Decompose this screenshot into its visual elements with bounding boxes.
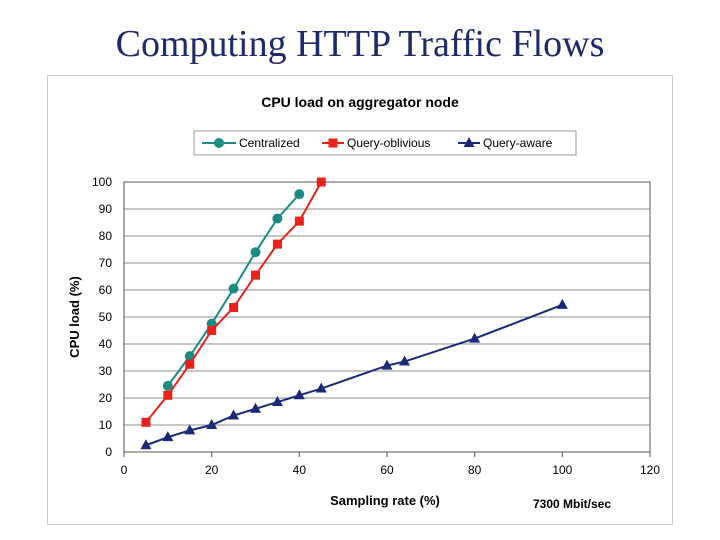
y-tick-label: 20 xyxy=(99,391,113,405)
data-point-centralized xyxy=(294,189,305,200)
data-point-query-aware xyxy=(399,355,411,366)
y-tick-label: 70 xyxy=(99,256,113,270)
chart: CPU load on aggregator node Centralized Q… xyxy=(67,94,660,511)
data-point-query-aware xyxy=(250,402,261,413)
bandwidth-annotation: 7300 Mbit/sec xyxy=(533,497,611,511)
x-tick-label: 20 xyxy=(205,463,219,477)
legend-box xyxy=(193,130,577,156)
data-point-query-oblivious xyxy=(185,359,195,369)
y-tick-label: 30 xyxy=(99,364,113,378)
y-tick-label: 10 xyxy=(99,418,113,432)
legend-label-query-oblivious: Query-oblivious xyxy=(347,136,430,150)
data-point-query-oblivious xyxy=(163,390,173,400)
chart-title: CPU load on aggregator node xyxy=(261,94,459,110)
y-tick-label: 90 xyxy=(99,202,113,216)
data-point-query-oblivious xyxy=(229,303,239,313)
legend-marker-centralized xyxy=(214,138,224,148)
data-point-centralized xyxy=(272,213,283,224)
x-tick-label: 80 xyxy=(468,463,482,477)
legend-label-query-aware: Query-aware xyxy=(483,136,553,150)
x-tick-label: 40 xyxy=(293,463,307,477)
data-point-query-oblivious xyxy=(294,216,304,226)
x-tick-label: 60 xyxy=(380,463,394,477)
y-tick-label: 50 xyxy=(99,310,113,324)
data-point-centralized xyxy=(228,283,239,294)
legend: Centralized Query-oblivious Query-aware xyxy=(193,130,577,156)
x-tick-label: 100 xyxy=(552,463,572,477)
data-point-query-aware xyxy=(556,298,568,309)
data-point-query-aware xyxy=(271,396,283,407)
legend-marker-query-aware xyxy=(463,137,475,147)
legend-label-centralized: Centralized xyxy=(239,136,300,150)
data-point-query-aware xyxy=(228,409,240,420)
data-point-query-aware xyxy=(315,382,327,393)
data-point-query-aware xyxy=(293,389,305,400)
x-tick-label: 0 xyxy=(121,463,128,477)
y-tick-label: 60 xyxy=(99,283,113,297)
y-tick-label: 0 xyxy=(105,445,112,459)
data-point-query-oblivious xyxy=(141,417,151,427)
data-point-query-aware xyxy=(469,332,481,343)
y-tick-label: 80 xyxy=(99,229,113,243)
plot-area-border xyxy=(123,181,651,453)
x-axis-label: Sampling rate (%) xyxy=(330,493,440,508)
data-point-centralized xyxy=(250,247,261,258)
data-point-query-aware xyxy=(140,439,152,450)
y-axis-label: CPU load (%) xyxy=(67,276,82,358)
data-point-query-oblivious xyxy=(207,326,217,335)
series-layer xyxy=(140,177,568,450)
y-tick-label: 40 xyxy=(99,337,113,351)
data-point-query-aware xyxy=(206,419,218,429)
x-tick-label: 120 xyxy=(640,463,660,477)
data-point-centralized xyxy=(162,380,173,391)
data-point-query-oblivious xyxy=(316,177,326,187)
data-point-query-aware xyxy=(184,424,196,435)
axes: 0 10 20 30 40 50 60 70 80 90 100 0 20 40 60 80 100 120 xyxy=(92,175,660,477)
grid xyxy=(124,181,650,453)
data-point-query-aware xyxy=(162,431,174,442)
chart-frame: CPU load on aggregator node Centralized Q… xyxy=(47,75,673,525)
y-tick-label: 100 xyxy=(92,175,112,189)
data-point-query-oblivious xyxy=(251,270,260,280)
legend-marker-query-oblivious xyxy=(328,138,338,148)
data-point-query-oblivious xyxy=(272,239,282,249)
slide-title: Computing HTTP Traffic Flows xyxy=(115,23,605,65)
data-point-query-aware xyxy=(381,359,393,370)
